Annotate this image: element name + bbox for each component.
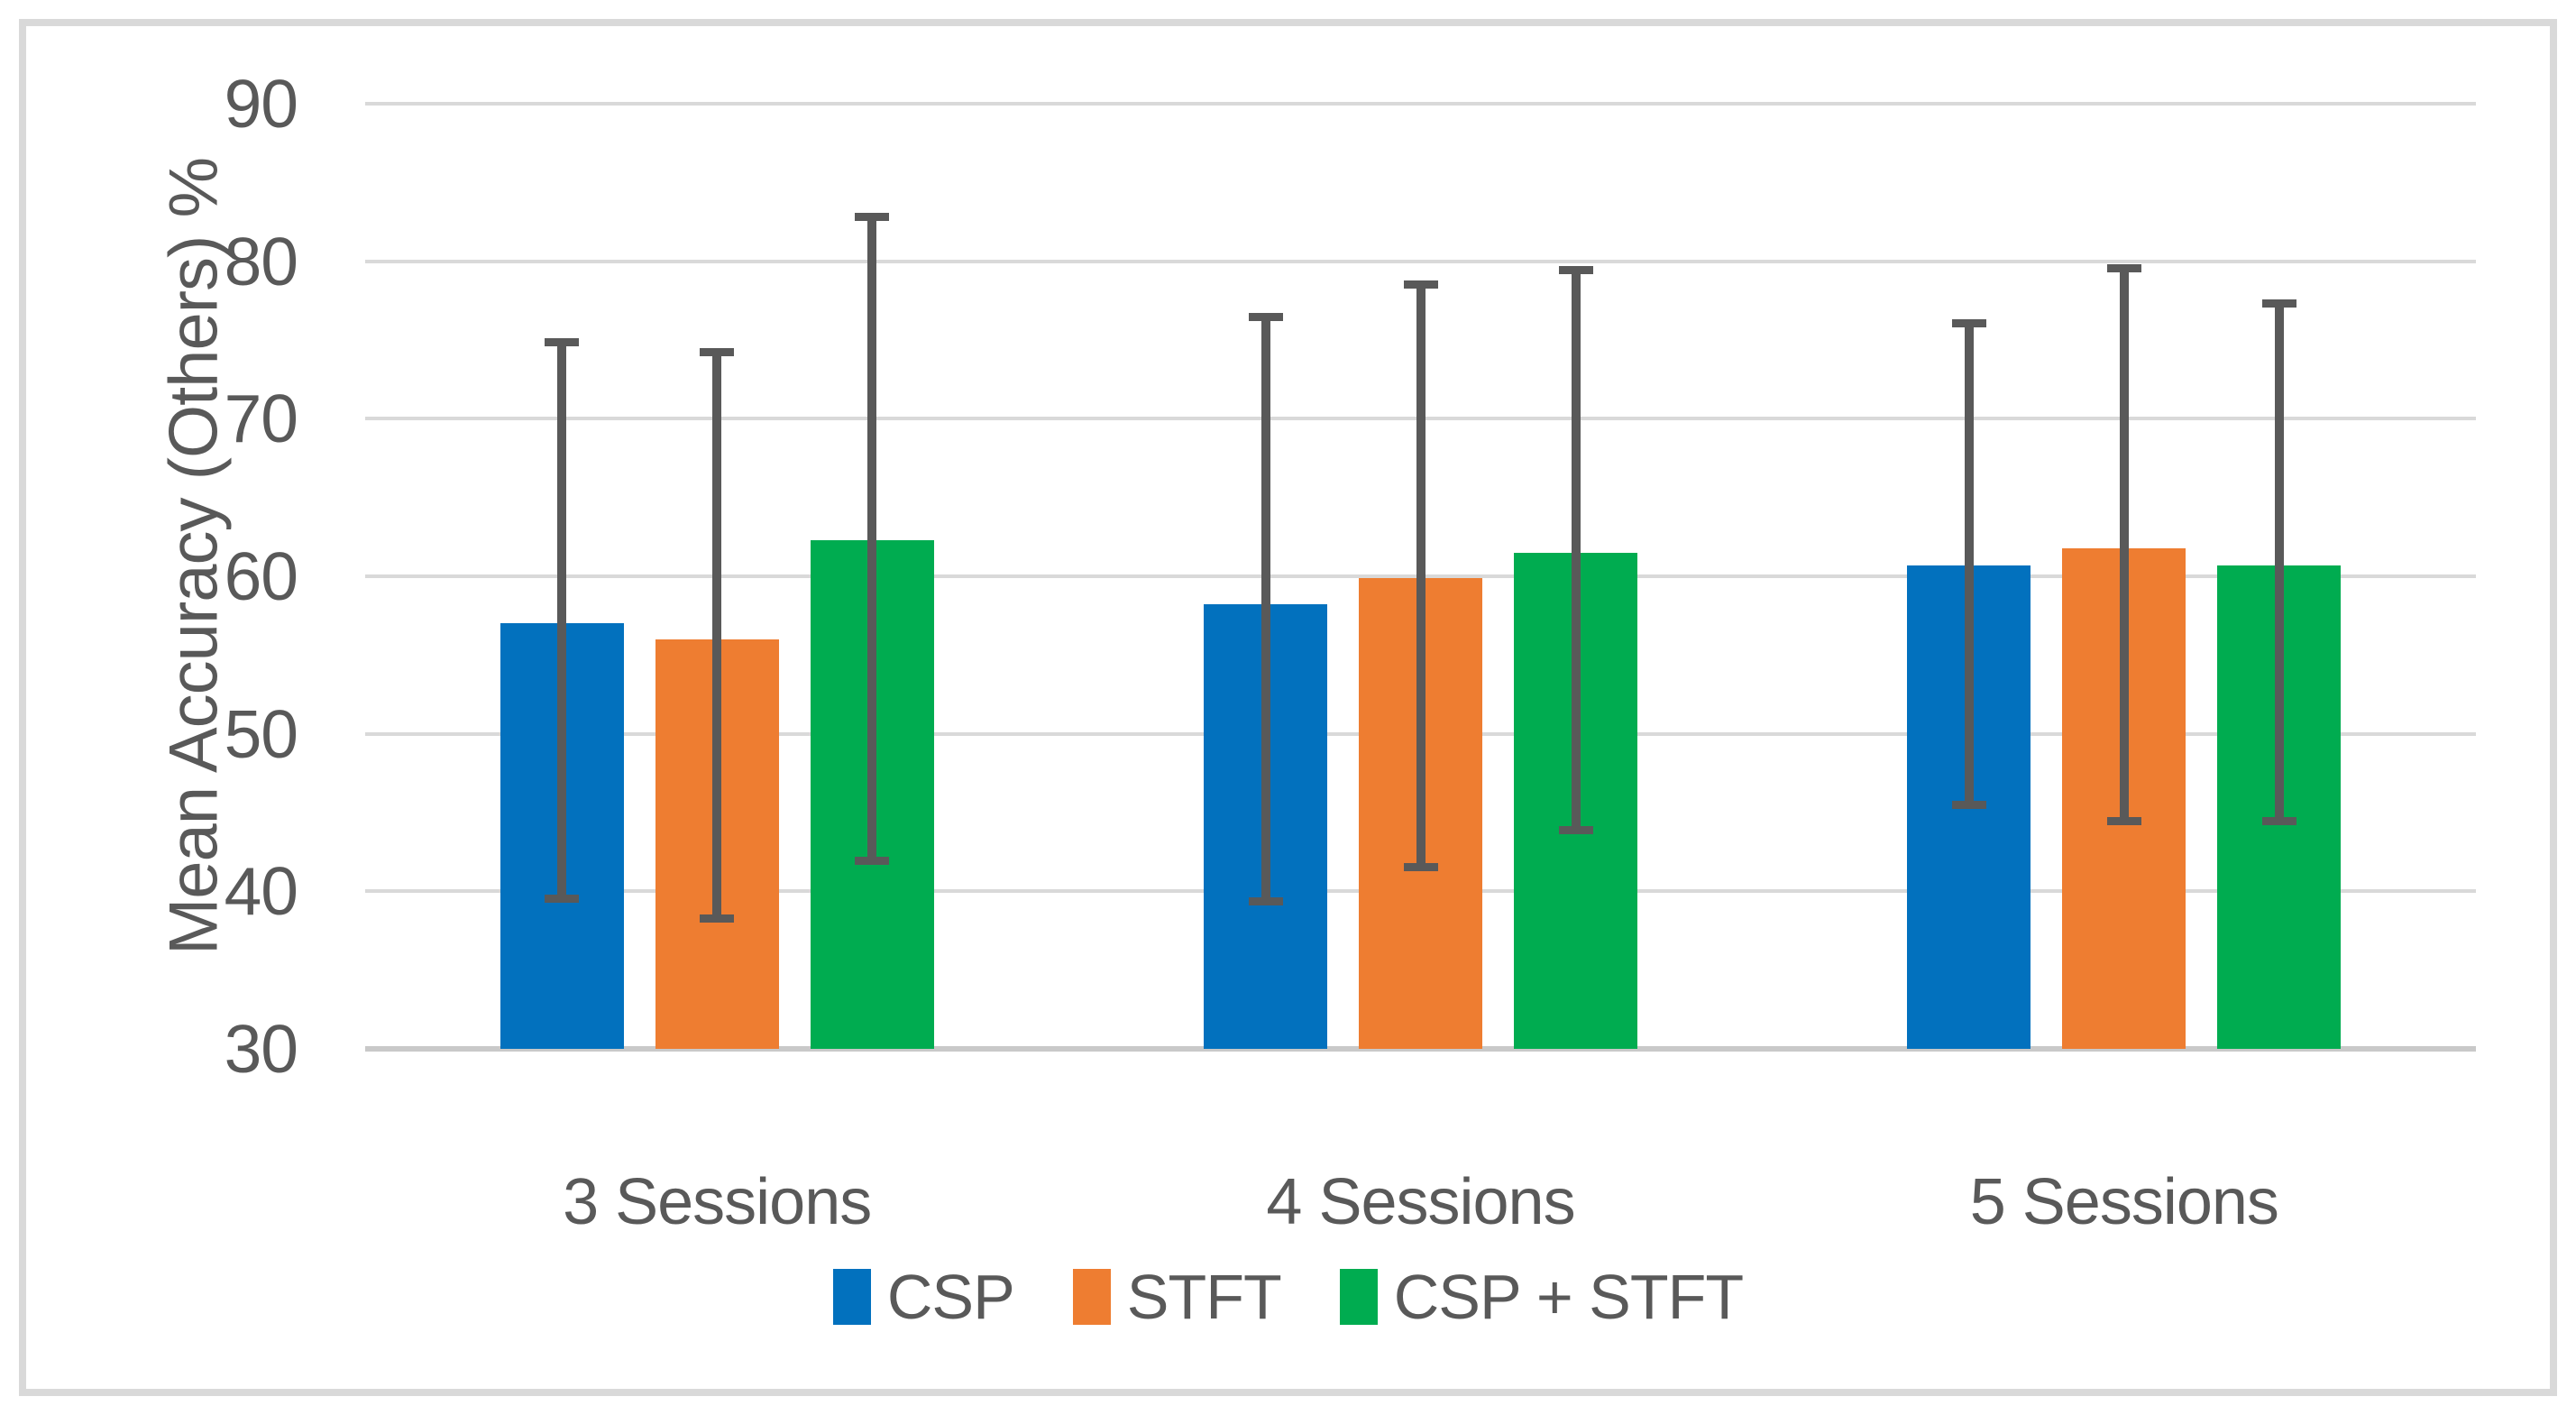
error-bar-csp-stft-5-sessions [2261,299,2296,825]
legend-marker-icon [1339,1269,1378,1325]
x-label-3-sessions: 3 Sessions [563,1166,872,1238]
gridline-90 [365,102,2476,106]
legend-label: CSP + STFT [1393,1262,1744,1332]
error-bar-cap-bottom [2261,816,2296,825]
error-bar-cap-top [855,212,890,221]
error-bar-line [1416,280,1426,871]
error-bar-cap-top [1558,265,1593,274]
error-bar-csp-4-sessions [1248,313,1283,906]
error-bar-cap-bottom [2106,816,2141,825]
y-tick-label-50: 50 [224,695,298,772]
error-bar-cap-bottom [1558,826,1593,835]
error-bar-stft-4-sessions [1403,280,1438,871]
error-bar-csp-5-sessions [1951,319,1986,810]
legend-item-stft: STFT [1072,1261,1282,1333]
y-tick-label-80: 80 [224,223,298,299]
y-axis-tick-labels: 90 80 70 60 50 40 30 [0,0,298,1415]
legend-label: CSP [886,1262,1015,1332]
error-bar-cap-top [2261,299,2296,308]
y-tick-label-60: 60 [224,538,298,614]
error-bar-cap-top [700,347,735,356]
y-tick-label-30: 30 [224,1011,298,1087]
error-bar-csp-stft-4-sessions [1558,265,1593,835]
error-bar-csp-stft-3-sessions [855,212,890,865]
legend-item-csp: CSP [832,1261,1015,1333]
legend: CSP STFT CSP + STFT [0,1261,2576,1333]
y-tick-label-90: 90 [224,66,298,142]
y-tick-label-40: 40 [224,853,298,930]
error-bar-csp-3-sessions [545,338,580,903]
error-bar-line [2119,264,2129,825]
legend-item-csp-stft: CSP + STFT [1339,1261,1744,1333]
x-axis-line [365,1046,2476,1052]
legend-marker-icon [1072,1269,1111,1325]
error-bar-line [1571,265,1581,835]
error-bar-cap-top [2106,264,2141,273]
y-tick-label-70: 70 [224,381,298,457]
error-bar-cap-bottom [545,894,580,903]
plot-area [365,102,2476,1052]
x-label-4-sessions: 4 Sessions [1266,1166,1575,1238]
error-bar-cap-top [1403,280,1438,289]
error-bar-stft-3-sessions [700,347,735,923]
error-bar-line [1964,319,1974,810]
error-bar-line [867,212,877,865]
error-bar-cap-top [1951,319,1986,328]
error-bar-cap-bottom [1248,897,1283,906]
error-bar-cap-top [1248,313,1283,322]
x-axis-category-labels: 3 Sessions 4 Sessions 5 Sessions [365,1157,2476,1247]
gridline-80 [365,259,2476,263]
error-bar-cap-top [545,338,580,347]
error-bar-line [712,347,722,923]
error-bar-cap-bottom [1951,801,1986,810]
error-bar-cap-bottom [1403,862,1438,871]
legend-label: STFT [1126,1262,1282,1332]
legend-marker-icon [832,1269,871,1325]
error-bar-cap-bottom [855,856,890,865]
error-bar-line [2274,299,2284,825]
x-label-5-sessions: 5 Sessions [1969,1166,2279,1238]
error-bar-line [1260,313,1270,906]
error-bar-stft-5-sessions [2106,264,2141,825]
error-bar-line [557,338,567,903]
error-bar-cap-bottom [700,914,735,923]
